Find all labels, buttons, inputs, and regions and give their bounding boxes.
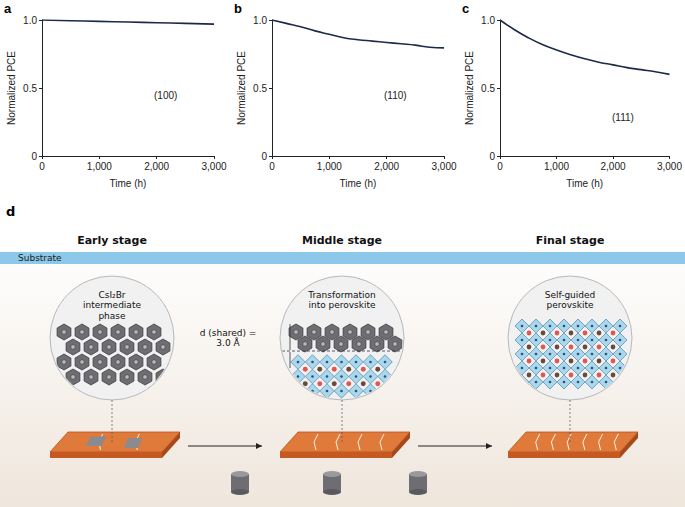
svg-text:2,000: 2,000 xyxy=(144,161,169,172)
svg-text:Time (h): Time (h) xyxy=(110,178,147,189)
svg-text:b: b xyxy=(234,1,242,16)
svg-text:0: 0 xyxy=(489,151,495,162)
svg-text:Time (h): Time (h) xyxy=(566,178,603,189)
svg-text:Early stage: Early stage xyxy=(77,234,147,247)
svg-text:Time (h): Time (h) xyxy=(340,178,377,189)
svg-text:3,000: 3,000 xyxy=(201,161,226,172)
svg-text:d: d xyxy=(6,204,15,219)
svg-text:0.5: 0.5 xyxy=(253,83,267,94)
svg-text:Final stage: Final stage xyxy=(536,234,605,247)
svg-text:1.0: 1.0 xyxy=(253,15,267,26)
svg-text:0: 0 xyxy=(497,161,503,172)
svg-text:Normalized PCE: Normalized PCE xyxy=(236,51,247,125)
svg-text:0: 0 xyxy=(261,151,267,162)
svg-text:Transformationinto perovskite: Transformationinto perovskite xyxy=(307,290,376,310)
svg-text:Self-guidedperovskite: Self-guidedperovskite xyxy=(545,290,596,310)
svg-text:1,000: 1,000 xyxy=(87,161,112,172)
svg-text:2,000: 2,000 xyxy=(374,161,399,172)
svg-text:1.0: 1.0 xyxy=(23,15,37,26)
svg-text:0.5: 0.5 xyxy=(23,83,37,94)
svg-text:Normalized PCE: Normalized PCE xyxy=(464,51,475,125)
svg-text:Substrate: Substrate xyxy=(18,253,62,263)
svg-text:0.5: 0.5 xyxy=(481,83,495,94)
svg-text:Middle stage: Middle stage xyxy=(302,234,382,247)
svg-text:(100): (100) xyxy=(154,90,177,101)
svg-text:1,000: 1,000 xyxy=(544,161,569,172)
svg-text:CsI₂Brintermediatephase: CsI₂Brintermediatephase xyxy=(83,290,141,321)
svg-text:(110): (110) xyxy=(384,90,407,101)
svg-text:d (shared) =3.0 Å: d (shared) =3.0 Å xyxy=(200,328,257,348)
svg-text:1.0: 1.0 xyxy=(481,15,495,26)
svg-text:0: 0 xyxy=(31,151,37,162)
svg-text:3,000: 3,000 xyxy=(657,161,682,172)
svg-text:1,000: 1,000 xyxy=(317,161,342,172)
svg-text:c: c xyxy=(462,1,469,16)
svg-text:0: 0 xyxy=(39,161,45,172)
svg-text:3,000: 3,000 xyxy=(431,161,456,172)
svg-text:0: 0 xyxy=(269,161,275,172)
svg-text:2,000: 2,000 xyxy=(600,161,625,172)
svg-text:Normalized PCE: Normalized PCE xyxy=(6,51,17,125)
svg-text:(111): (111) xyxy=(612,112,634,123)
svg-text:a: a xyxy=(4,1,12,16)
